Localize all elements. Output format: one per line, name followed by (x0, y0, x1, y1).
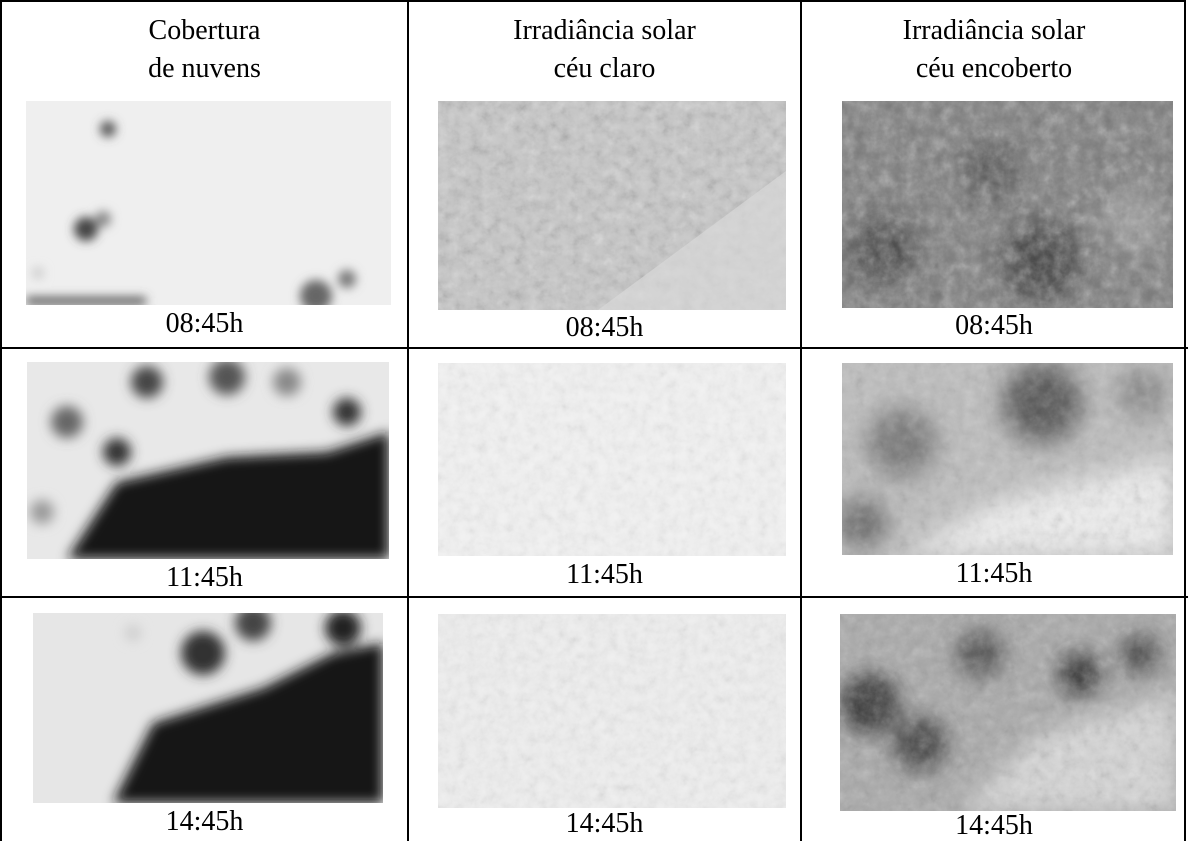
row-divider-2 (0, 596, 1188, 598)
time-caption: 08:45h (165, 308, 244, 339)
overcast-irradiance-map-1145 (842, 363, 1173, 555)
header-line: de nuvens (148, 53, 261, 84)
column-header-cloud-cover: Cobertura de nuvens (2, 12, 407, 88)
row-divider-1 (0, 347, 1188, 349)
clear-sky-irradiance-map-1145 (438, 363, 786, 556)
header-line: Irradiância solar (513, 15, 696, 46)
time-caption: 11:45h (166, 562, 243, 593)
header-line: Cobertura (148, 15, 261, 46)
header-line: céu encoberto (915, 53, 1073, 84)
column-header-overcast-sky: Irradiância solar céu encoberto (802, 12, 1186, 88)
cloud-cover-map-1145 (27, 362, 389, 559)
column-divider-1 (407, 0, 409, 841)
column-divider-2 (800, 0, 802, 841)
cloud-cover-map-1445 (33, 613, 383, 803)
overcast-irradiance-map-0845 (842, 101, 1173, 308)
time-caption: 11:45h (955, 558, 1033, 589)
time-caption: 11:45h (566, 559, 643, 590)
overcast-irradiance-map-1445 (840, 614, 1176, 811)
clear-sky-irradiance-map-0845 (438, 101, 786, 310)
time-caption: 08:45h (565, 312, 644, 343)
header-line: céu claro (553, 53, 656, 84)
column-header-clear-sky: Irradiância solar céu claro (409, 12, 800, 88)
time-caption: 14:45h (165, 806, 244, 837)
cloud-cover-map-0845 (26, 101, 391, 305)
time-caption: 08:45h (955, 310, 1033, 341)
clear-sky-irradiance-map-1445 (438, 614, 786, 808)
time-caption: 14:45h (955, 810, 1033, 841)
header-line: Irradiância solar (902, 15, 1086, 46)
time-caption: 14:45h (565, 808, 644, 839)
